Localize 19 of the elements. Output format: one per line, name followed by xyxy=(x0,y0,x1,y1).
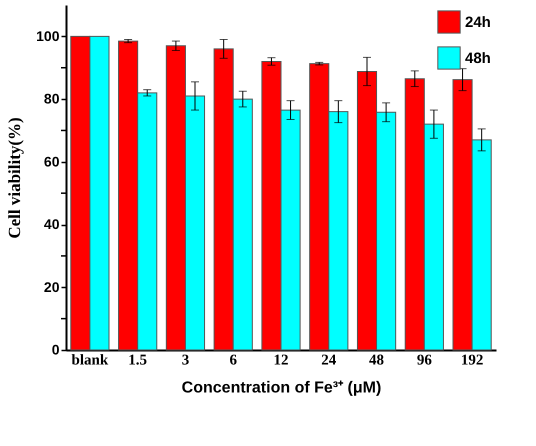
x-tick-label: 1.5 xyxy=(128,352,148,368)
x-tick-label: 24 xyxy=(321,352,337,368)
x-tick-label: 96 xyxy=(416,352,432,368)
y-axis-title: Cell viability(%) xyxy=(5,117,24,239)
x-tick-label: 12 xyxy=(274,352,288,368)
y-tick-label: 20 xyxy=(44,278,60,295)
legend-label: 24h xyxy=(465,14,491,31)
x-tick-label: 192 xyxy=(460,352,484,368)
y-tick-label: 100 xyxy=(36,28,60,44)
y-tick-label: 0 xyxy=(52,342,60,358)
x-tick-label: blank xyxy=(72,352,109,368)
y-tick-label: 40 xyxy=(44,216,60,232)
y-tick-label: 80 xyxy=(44,90,60,107)
x-tick-label: 6 xyxy=(229,352,238,368)
y-tick-label: 60 xyxy=(44,153,60,170)
legend-label: 48h xyxy=(465,50,491,67)
x-tick-label: 3 xyxy=(182,352,190,368)
x-tick-label: 48 xyxy=(369,352,384,368)
x-axis-title: Concentration of Fe³⁺ (μM) xyxy=(182,380,382,396)
